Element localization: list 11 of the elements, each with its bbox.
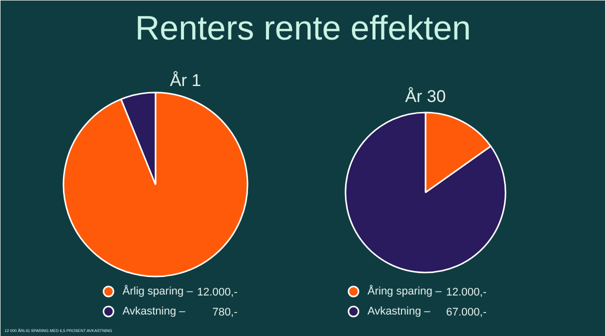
legend-label: Årlig sparing – [122, 284, 194, 298]
legend-label: Åring sparing – [368, 284, 442, 298]
legend-label: Avkastning – [368, 306, 432, 318]
data-label: 780,- [212, 306, 238, 318]
legend-label: Avkastning – [122, 306, 186, 318]
data-label: 12.000,- [197, 286, 238, 298]
data-label: 67.000,- [446, 306, 487, 318]
data-label: 12.000,- [446, 286, 487, 298]
chart-subtitle: År 1 [170, 71, 202, 90]
chart-subtitle: År 30 [405, 87, 446, 106]
chart-title: Renters rente effekten [135, 10, 471, 48]
